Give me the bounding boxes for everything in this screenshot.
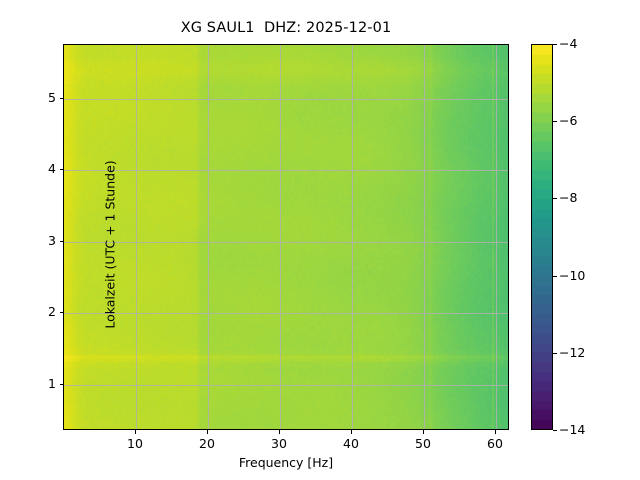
y-tick-mark xyxy=(59,241,63,242)
gridline-vertical xyxy=(352,45,353,429)
gridline-horizontal xyxy=(64,385,508,386)
x-tick-mark xyxy=(135,430,136,434)
x-tick-mark xyxy=(495,430,496,434)
gridline-vertical xyxy=(136,45,137,429)
x-tick-label: 10 xyxy=(127,436,143,451)
spectrogram-image xyxy=(64,45,508,429)
gridline-vertical xyxy=(424,45,425,429)
gridline-vertical xyxy=(208,45,209,429)
colorbar-tick-label: −10 xyxy=(559,268,586,283)
colorbar[interactable] xyxy=(531,44,553,430)
y-tick-mark xyxy=(59,98,63,99)
gridline-horizontal xyxy=(64,242,508,243)
gridline-vertical xyxy=(280,45,281,429)
x-tick-mark xyxy=(423,430,424,434)
x-tick-label: 20 xyxy=(199,436,215,451)
y-tick-label: 4 xyxy=(48,161,56,176)
colorbar-tick-label: −14 xyxy=(559,422,586,437)
x-tick-mark xyxy=(351,430,352,434)
colorbar-tick-mark xyxy=(553,353,557,354)
colorbar-tick-mark xyxy=(553,198,557,199)
y-tick-label: 2 xyxy=(48,304,56,319)
colorbar-tick-label: −4 xyxy=(559,36,578,51)
spectrogram-plot-area[interactable] xyxy=(63,44,509,430)
colorbar-tick-label: −6 xyxy=(559,113,578,128)
x-tick-label: 60 xyxy=(487,436,503,451)
x-tick-label: 50 xyxy=(415,436,431,451)
colorbar-tick-mark xyxy=(553,276,557,277)
x-tick-mark xyxy=(207,430,208,434)
x-tick-label: 40 xyxy=(343,436,359,451)
y-axis-label: Lokalzeit (UTC + 1 Stunde) xyxy=(102,160,118,329)
gridline-horizontal xyxy=(64,313,508,314)
gridline-horizontal xyxy=(64,99,508,100)
y-tick-label: 1 xyxy=(48,376,56,391)
colorbar-tick-mark xyxy=(553,44,557,45)
y-tick-mark xyxy=(59,384,63,385)
gridline-horizontal xyxy=(64,170,508,171)
x-tick-mark xyxy=(279,430,280,434)
x-axis-label: Frequency [Hz] xyxy=(238,455,334,470)
colorbar-tick-mark xyxy=(553,121,557,122)
page-title: XG SAUL1 DHZ: 2025-12-01 xyxy=(180,20,392,36)
colorbar-tick-label: −12 xyxy=(559,345,586,360)
gridline-vertical xyxy=(496,45,497,429)
y-tick-mark xyxy=(59,169,63,170)
x-tick-label: 30 xyxy=(271,436,287,451)
colorbar-tick-mark xyxy=(553,430,557,431)
y-tick-label: 3 xyxy=(48,233,56,248)
y-tick-mark xyxy=(59,312,63,313)
y-tick-label: 5 xyxy=(48,90,56,105)
colorbar-gradient xyxy=(532,45,552,429)
colorbar-tick-label: −8 xyxy=(559,190,578,205)
